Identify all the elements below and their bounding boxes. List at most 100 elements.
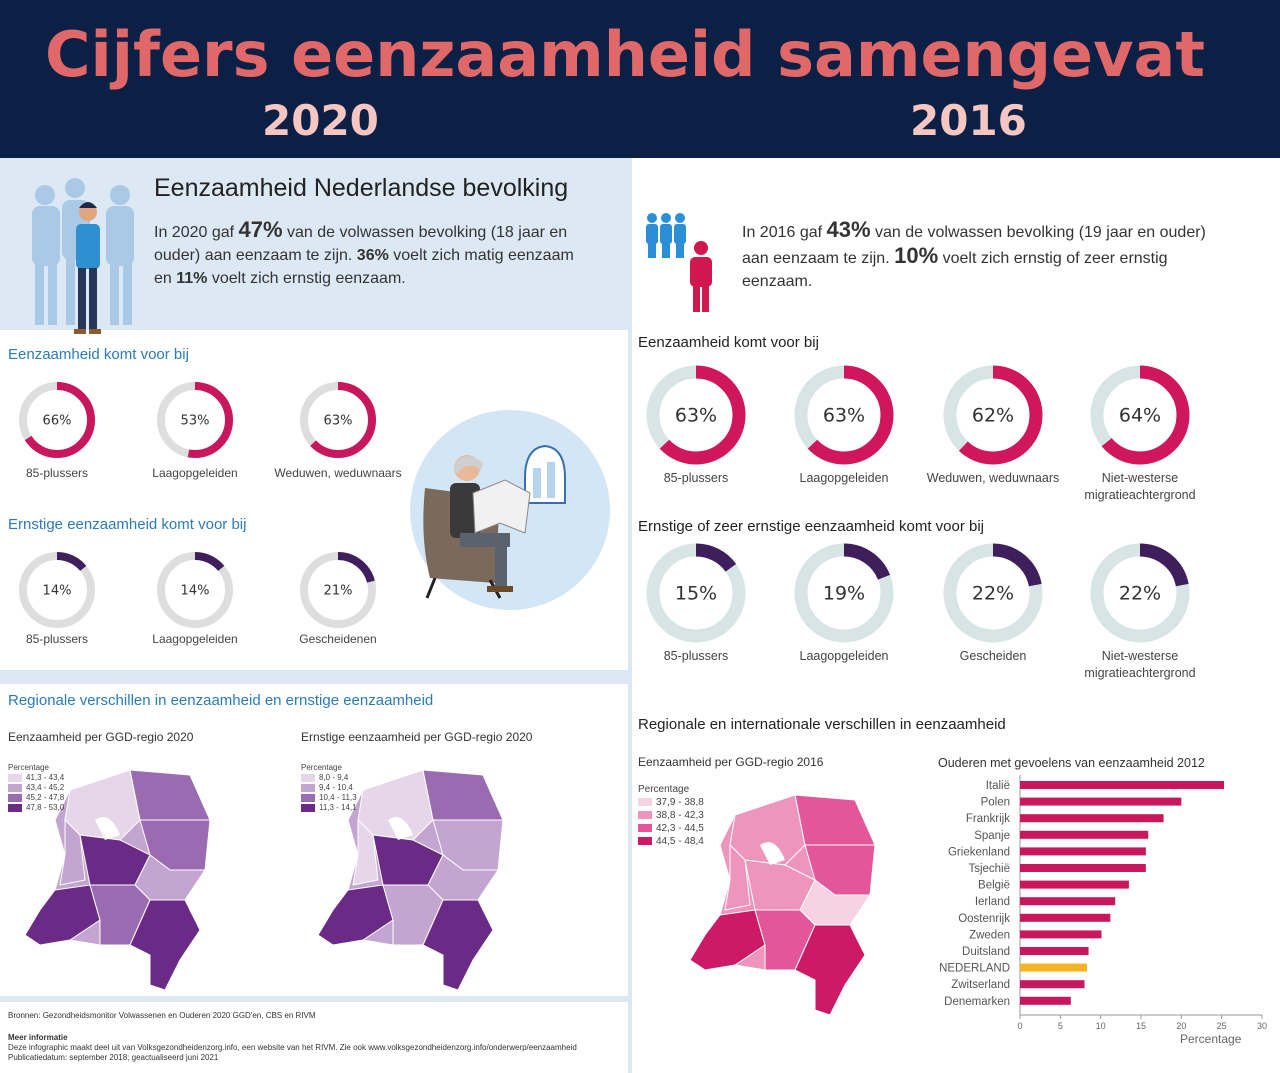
donut-value-arc bbox=[157, 552, 233, 628]
legend-title: Percentage bbox=[638, 784, 690, 795]
header-banner bbox=[0, 0, 1280, 158]
section-title-2020-regional: Regionale verschillen in eenzaamheid en … bbox=[8, 692, 434, 709]
donut-value-label: 62% bbox=[972, 405, 1014, 427]
category-label: Zweden bbox=[969, 929, 1010, 941]
map-region bbox=[352, 818, 379, 886]
donut-caption: 85-plussers bbox=[663, 649, 729, 663]
legend-label: 47,8 - 53,0 bbox=[26, 803, 65, 812]
donut-value-arc bbox=[1090, 365, 1190, 465]
footer-more-text: Deze infographic maakt deel uit van Volk… bbox=[8, 1043, 577, 1052]
donut-value-arc bbox=[646, 365, 746, 465]
map-region bbox=[129, 769, 211, 821]
legend-item: 9,4 - 10,4 bbox=[301, 783, 357, 793]
legend-swatch bbox=[301, 783, 315, 792]
legend-swatch bbox=[638, 798, 652, 807]
donut-value-label: 14% bbox=[181, 584, 210, 599]
donut-value-arc bbox=[794, 365, 894, 465]
intro-text: voelt zich ernstig eenzaam. bbox=[207, 270, 406, 287]
donut-caption: Laagopgeleiden bbox=[152, 632, 238, 646]
donut-caption: Weduwen, weduwnaars bbox=[274, 466, 402, 480]
map-region bbox=[129, 899, 201, 990]
footer-more-title: Meer informatie bbox=[8, 1033, 68, 1042]
intro-text: van de volwassen bevolking (19 jaar en o… bbox=[742, 224, 1206, 267]
legend-swatch bbox=[301, 803, 315, 812]
donut-value-arc bbox=[300, 382, 376, 458]
donut-value-label: 22% bbox=[972, 583, 1014, 605]
legend-swatch bbox=[8, 793, 22, 802]
map2-legend: Percentage 8,0 - 9,4 9,4 - 10,4 10,4 - 11,3… bbox=[301, 763, 357, 813]
donut-value-arc bbox=[943, 543, 1043, 643]
bar-12 bbox=[1020, 980, 1085, 989]
legend-item: 43,4 - 45,2 bbox=[8, 783, 64, 793]
legend-label: 44,5 - 48,4 bbox=[656, 836, 704, 847]
donut-value-label: 63% bbox=[823, 405, 865, 427]
donut-caption: Weduwen, weduwnaars bbox=[926, 471, 1060, 485]
intro-stat: 10% bbox=[894, 243, 939, 268]
donut-value-label: 64% bbox=[1119, 405, 1161, 427]
year-2020: 2020 bbox=[262, 96, 379, 145]
intro-text-2016: In 2016 gaf 43% van de volwassen bevolki… bbox=[742, 218, 1222, 293]
intro-text: voelt zich ernstig of zeer ernstig eenza… bbox=[742, 250, 1168, 290]
category-label: Polen bbox=[981, 797, 1010, 809]
donut-value-label: 63% bbox=[324, 414, 353, 429]
legend-label: 10,4 - 11,3 bbox=[319, 793, 357, 802]
legend-swatch bbox=[301, 773, 315, 782]
legend-item: 10,4 - 11,3 bbox=[301, 793, 357, 803]
intro-title-2020: Eenzaamheid Nederlandse bevolking bbox=[154, 174, 569, 202]
donut-caption: Laagopgeleiden bbox=[799, 471, 889, 485]
bar-4 bbox=[1020, 847, 1146, 856]
donut-value-arc bbox=[19, 552, 95, 628]
legend-item: 8,0 - 9,4 bbox=[301, 773, 357, 783]
legend-item: 38,8 - 42,3 bbox=[638, 809, 704, 822]
category-label: Italië bbox=[986, 780, 1010, 792]
donut-value-label: 53% bbox=[181, 414, 210, 429]
legend-label: 9,4 - 10,4 bbox=[319, 783, 353, 792]
donut-caption: Niet-westerse migratieachtergrond bbox=[1084, 471, 1196, 502]
map3-netherlands-2016 bbox=[689, 794, 876, 1015]
donut-value-arc bbox=[1090, 543, 1190, 643]
x-tick-label: 25 bbox=[1217, 1021, 1227, 1031]
category-label: Frankrijk bbox=[966, 813, 1010, 825]
donut-value-arc bbox=[300, 552, 376, 628]
map2-title: Ernstige eenzaamheid per GGD-regio 2020 bbox=[301, 730, 533, 744]
map-region bbox=[794, 924, 866, 1015]
map-region bbox=[724, 843, 751, 911]
donut-caption: Laagopgeleiden bbox=[799, 649, 889, 663]
donut-value-label: 21% bbox=[324, 584, 353, 599]
legend-label: 42,3 - 44,5 bbox=[656, 823, 704, 834]
intro-text: In 2016 gaf bbox=[742, 224, 827, 241]
donut-chart: 14% bbox=[157, 552, 233, 628]
donut-value-arc bbox=[19, 382, 95, 458]
map3-title: Eenzaamheid per GGD-regio 2016 bbox=[638, 755, 824, 769]
chart-title: Ouderen met gevoelens van eenzaamheid 20… bbox=[938, 756, 1205, 770]
donut-caption: 85-plussers bbox=[25, 632, 89, 646]
map-region bbox=[794, 794, 876, 846]
bar-2 bbox=[1020, 814, 1164, 823]
donut-chart: 22% bbox=[1090, 543, 1190, 643]
intro-stat: 47% bbox=[238, 217, 283, 242]
category-label: Zwitserland bbox=[951, 979, 1010, 991]
map-lake bbox=[760, 842, 785, 865]
x-tick-label: 0 bbox=[1017, 1021, 1022, 1031]
section-2020-footer bbox=[0, 1002, 628, 1073]
intro-stat: 11% bbox=[176, 270, 208, 287]
donut-value-label: 14% bbox=[43, 584, 72, 599]
donut-chart: 14% bbox=[19, 552, 95, 628]
category-label: Ierland bbox=[975, 896, 1010, 908]
legend-swatch bbox=[638, 811, 652, 820]
map-region bbox=[422, 899, 494, 990]
donut-chart: 63% bbox=[646, 365, 746, 465]
legend-swatch bbox=[8, 803, 22, 812]
section-title-2020-severe: Ernstige eenzaamheid komt voor bij bbox=[8, 516, 247, 533]
category-label: Duitsland bbox=[962, 946, 1010, 958]
intro-text: voelt zich matig eenzaam en bbox=[154, 247, 574, 287]
donut-chart: 21% bbox=[300, 552, 376, 628]
donut-chart: 62% bbox=[943, 365, 1043, 465]
legend-label: 37,9 - 38,8 bbox=[656, 797, 704, 808]
elderly-man-illustration bbox=[410, 410, 610, 610]
intro-text: van de volwassen bevolking (18 jaar en o… bbox=[154, 224, 568, 264]
donut-caption: 85-plussers bbox=[25, 466, 89, 480]
x-tick-label: 5 bbox=[1058, 1021, 1063, 1031]
donut-chart: 63% bbox=[794, 365, 894, 465]
legend-item: 45,2 - 47,8 bbox=[8, 793, 64, 803]
